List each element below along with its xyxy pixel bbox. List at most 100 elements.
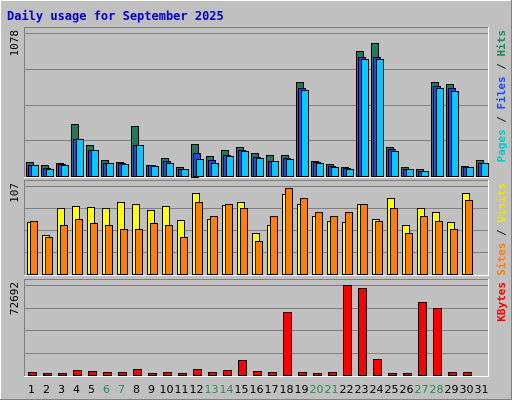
day-label-11: 11 xyxy=(175,383,189,396)
day-label-27: 27 xyxy=(415,383,429,396)
day-label-25: 25 xyxy=(385,383,399,396)
day-label-31: 31 xyxy=(475,383,489,396)
axis-legend-part: Pages xyxy=(495,129,508,162)
day-label-6: 6 xyxy=(103,383,110,396)
y-max-label: 107 xyxy=(8,183,21,203)
day-label-23: 23 xyxy=(355,383,369,396)
bar-sites-day-6 xyxy=(105,225,113,275)
bar-sites-day-13 xyxy=(210,216,218,275)
bar-kbytes-day-27 xyxy=(418,302,427,376)
bar-pages-day-13 xyxy=(211,163,219,177)
day-label-13: 13 xyxy=(205,383,219,396)
bar-kbytes-day-23 xyxy=(358,288,367,376)
axis-legend-part: / xyxy=(495,57,508,77)
bar-kbytes-day-7 xyxy=(118,372,127,376)
bar-kbytes-day-22 xyxy=(343,285,352,376)
bar-kbytes-day-3 xyxy=(58,373,67,376)
bar-sites-day-20 xyxy=(315,212,323,275)
day-label-2: 2 xyxy=(43,383,50,396)
bar-pages-day-12 xyxy=(196,159,204,177)
bar-kbytes-day-9 xyxy=(148,373,157,376)
bar-pages-day-30 xyxy=(466,167,474,177)
day-label-21: 21 xyxy=(325,383,339,396)
panel-visits-sites: 107 Sites / Visits xyxy=(8,180,508,276)
bar-sites-day-7 xyxy=(120,229,128,275)
bar-pages-day-4 xyxy=(76,139,84,177)
bar-pages-day-10 xyxy=(166,163,174,177)
y-max-label: 72692 xyxy=(8,282,21,315)
bar-kbytes-day-10 xyxy=(163,372,172,376)
bar-kbytes-day-25 xyxy=(388,373,397,376)
bar-sites-day-3 xyxy=(60,225,68,275)
bar-kbytes-day-11 xyxy=(178,373,187,376)
bar-kbytes-day-13 xyxy=(208,372,217,376)
bar-pages-day-27 xyxy=(421,171,429,177)
bar-pages-day-22 xyxy=(346,169,354,177)
bar-kbytes-day-30 xyxy=(463,372,472,376)
bar-kbytes-day-17 xyxy=(268,372,277,376)
day-label-19: 19 xyxy=(295,383,309,396)
day-label-8: 8 xyxy=(133,383,140,396)
axis-legend-label: Sites / Visits xyxy=(495,183,508,276)
bar-kbytes-day-4 xyxy=(73,370,82,376)
bar-pages-day-26 xyxy=(406,169,414,177)
bar-sites-day-26 xyxy=(405,233,413,275)
day-label-4: 4 xyxy=(73,383,80,396)
bar-pages-day-2 xyxy=(46,169,54,177)
chart-title: Daily usage for September 2025 xyxy=(7,9,224,23)
axis-legend-part: Files xyxy=(495,76,508,109)
bar-pages-day-1 xyxy=(31,165,39,177)
day-label-3: 3 xyxy=(58,383,65,396)
bar-sites-day-19 xyxy=(300,198,308,275)
bar-kbytes-day-19 xyxy=(298,372,307,376)
bar-sites-day-17 xyxy=(270,216,278,275)
bar-sites-day-1 xyxy=(30,221,38,275)
bar-pages-day-5 xyxy=(91,150,99,177)
bar-sites-day-8 xyxy=(135,229,143,275)
bar-sites-day-27 xyxy=(420,216,428,275)
day-label-29: 29 xyxy=(445,383,459,396)
bar-pages-day-7 xyxy=(121,164,129,177)
axis-legend-part: Visits xyxy=(495,183,508,223)
bar-sites-day-24 xyxy=(375,221,383,275)
bar-sites-day-12 xyxy=(195,202,203,275)
y-max-label: 1078 xyxy=(8,30,21,57)
day-label-28: 28 xyxy=(430,383,444,396)
bar-sites-day-4 xyxy=(75,219,83,275)
bar-sites-day-30 xyxy=(465,200,473,275)
bar-kbytes-day-8 xyxy=(133,369,142,376)
day-label-1: 1 xyxy=(28,383,35,396)
day-label-20: 20 xyxy=(310,383,324,396)
bar-pages-day-11 xyxy=(181,169,189,177)
chart-panels: 1078 Pages / Files / Hits 107 Sites / Visit… xyxy=(8,27,508,377)
bar-pages-day-9 xyxy=(151,166,159,177)
day-label-18: 18 xyxy=(280,383,294,396)
panel-kbytes: 72692 KBytes xyxy=(8,279,508,377)
bar-sites-day-11 xyxy=(180,237,188,275)
bar-kbytes-day-18 xyxy=(283,312,292,376)
day-label-9: 9 xyxy=(148,383,155,396)
day-label-26: 26 xyxy=(400,383,414,396)
axis-legend-part: Sites xyxy=(495,243,508,276)
bar-kbytes-day-28 xyxy=(433,308,442,376)
bar-kbytes-day-26 xyxy=(403,373,412,376)
panel-background xyxy=(24,27,489,178)
axis-legend-part: / xyxy=(495,223,508,243)
bar-pages-day-19 xyxy=(301,90,309,177)
axis-legend-label: KBytes xyxy=(495,282,508,322)
bar-pages-day-8 xyxy=(136,145,144,177)
bar-pages-day-15 xyxy=(241,151,249,177)
axis-legend-part: KBytes xyxy=(495,282,508,322)
bar-pages-day-21 xyxy=(331,167,339,177)
day-label-10: 10 xyxy=(160,383,174,396)
day-label-24: 24 xyxy=(370,383,384,396)
bar-sites-day-15 xyxy=(240,208,248,275)
bar-pages-day-29 xyxy=(451,91,459,177)
day-label-15: 15 xyxy=(235,383,249,396)
bar-sites-day-21 xyxy=(330,216,338,275)
day-label-16: 16 xyxy=(250,383,264,396)
bar-sites-day-5 xyxy=(90,223,98,275)
day-label-12: 12 xyxy=(190,383,204,396)
bar-kbytes-day-20 xyxy=(313,373,322,376)
